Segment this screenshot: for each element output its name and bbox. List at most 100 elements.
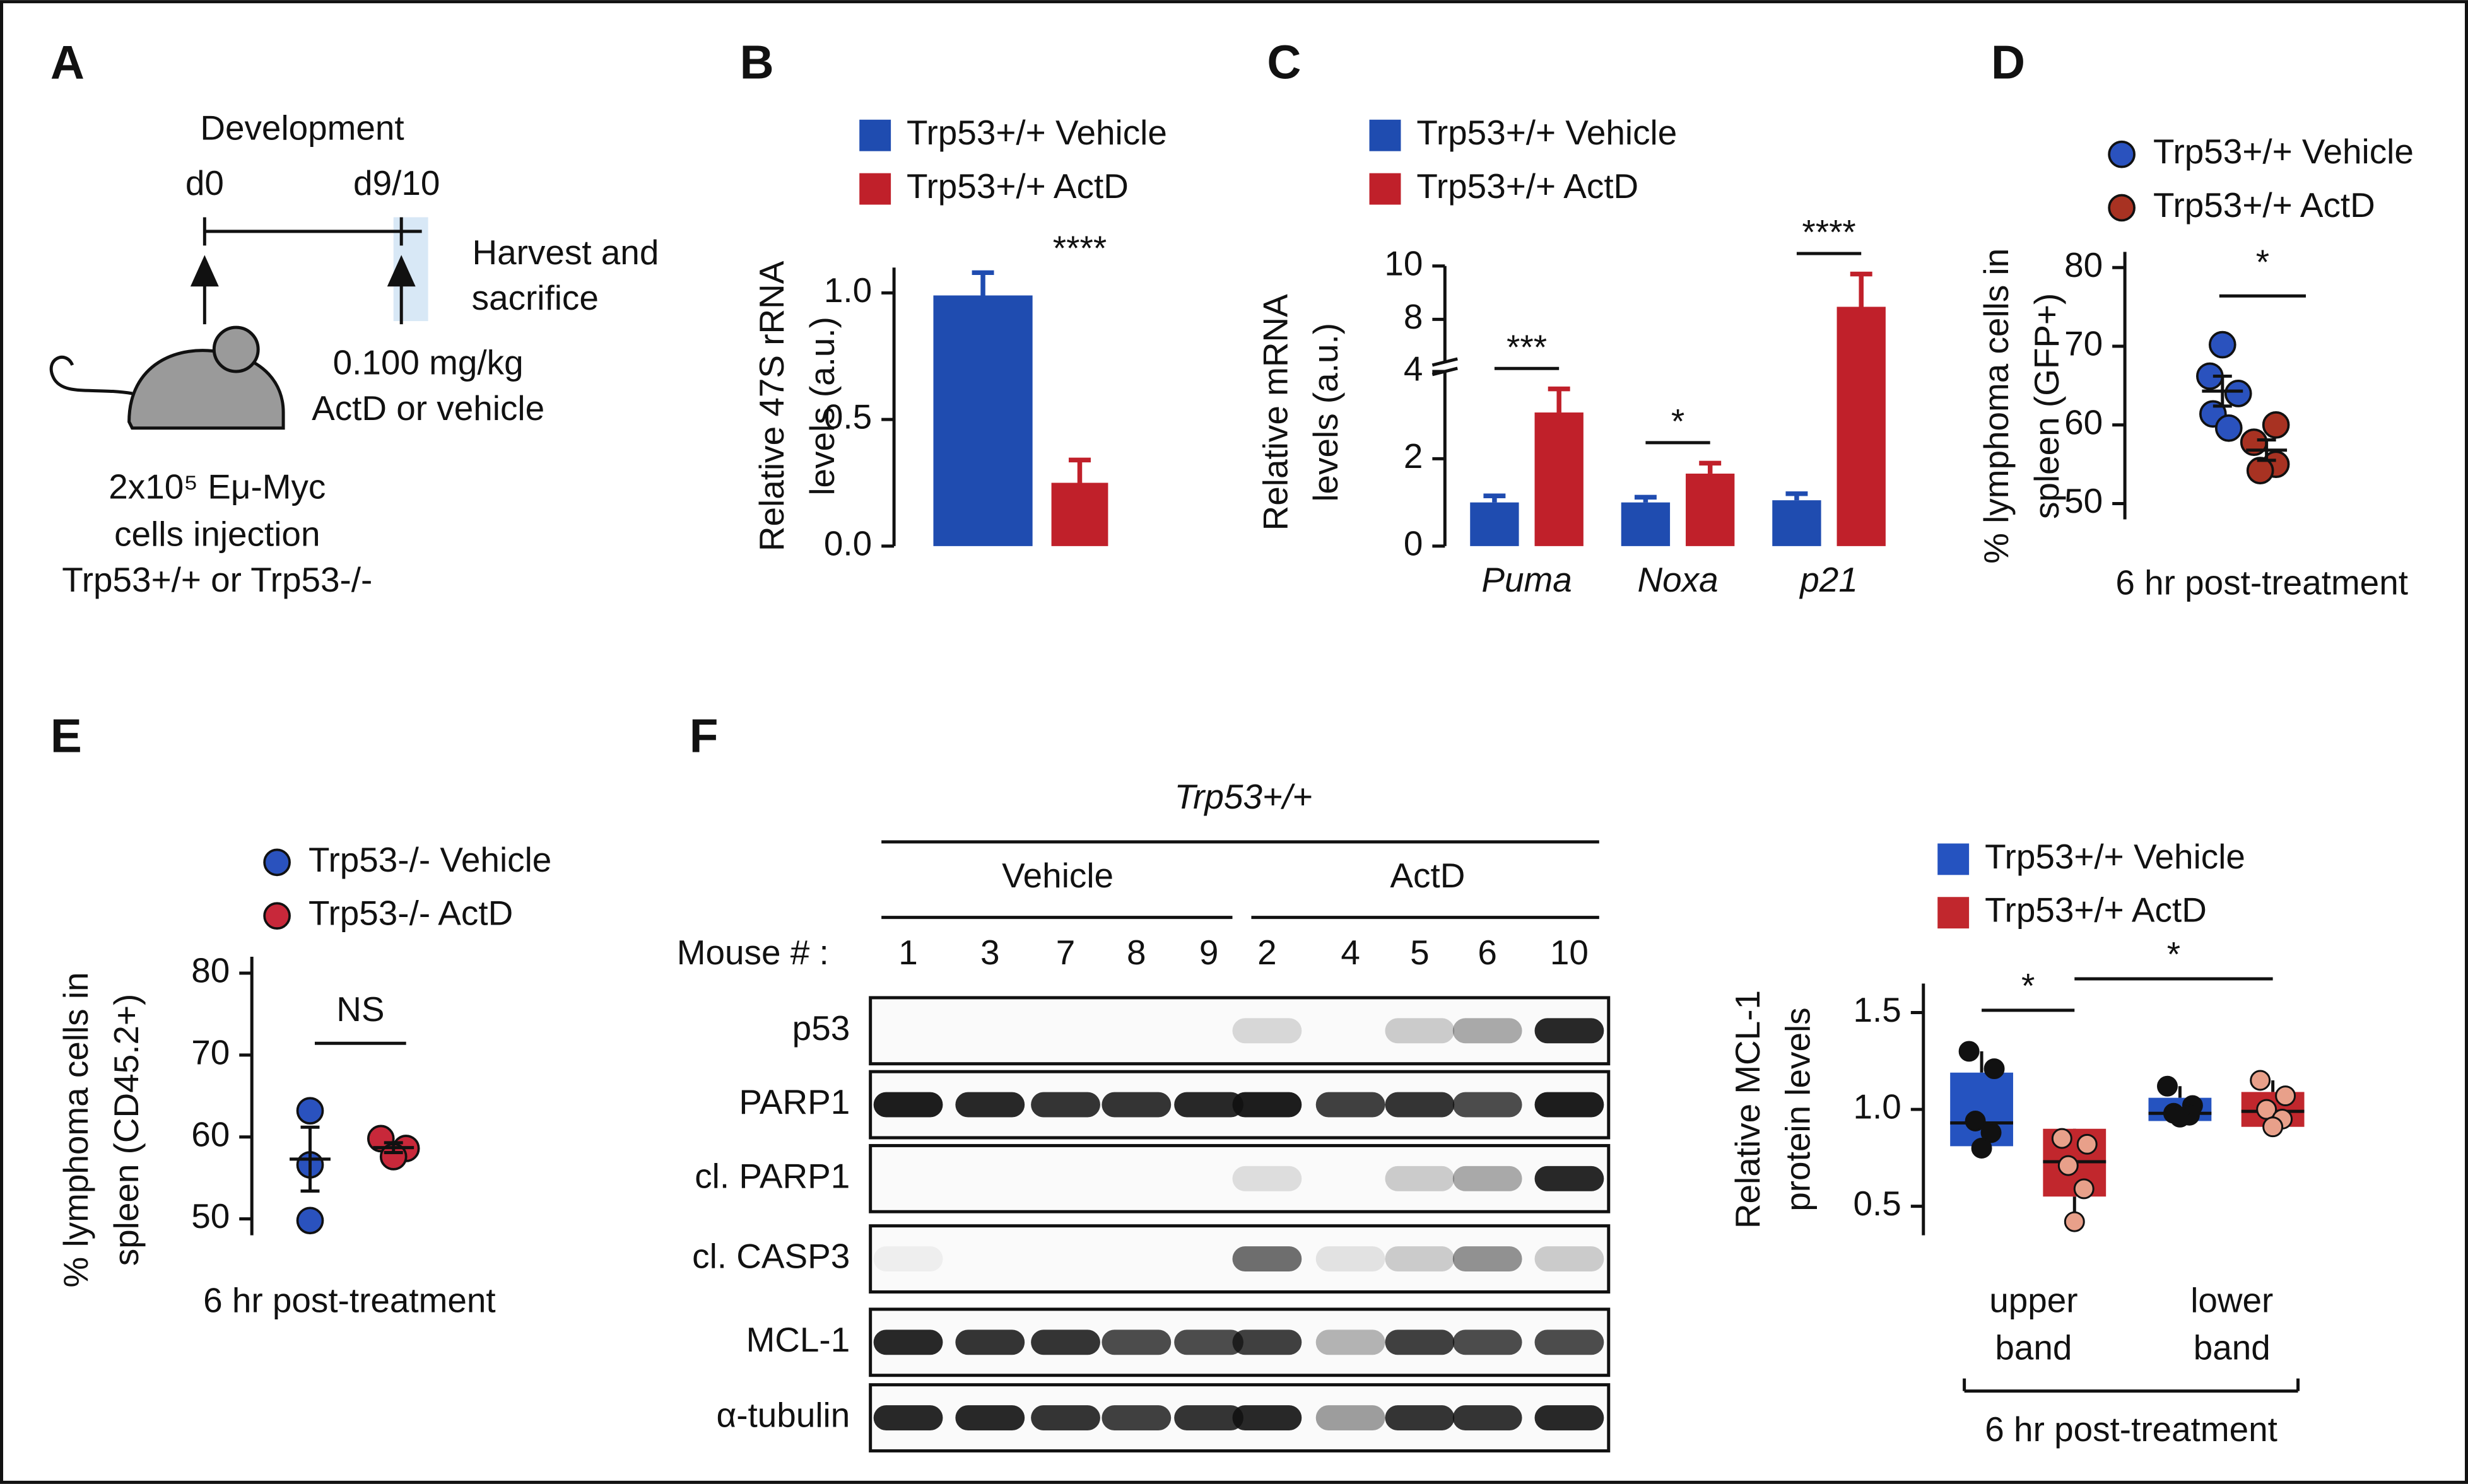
band — [1452, 1018, 1522, 1044]
legend-marker — [2108, 140, 2136, 168]
band — [1031, 1246, 1100, 1271]
y-tick-label: 0.5 — [1854, 1184, 1901, 1223]
band — [1316, 1018, 1385, 1043]
band — [1102, 1405, 1172, 1431]
band — [1315, 1246, 1385, 1272]
significance: **** — [1053, 228, 1107, 267]
legend-marker — [263, 848, 291, 877]
cells-text: cells injection — [114, 514, 320, 553]
blot-genotype: Trp53+/+ — [1175, 777, 1313, 816]
data-point — [1958, 1041, 1980, 1062]
legend-marker — [1937, 843, 1970, 875]
arrowhead — [190, 255, 219, 287]
bar — [1836, 307, 1886, 546]
significance: * — [2167, 935, 2180, 974]
legend-label: Trp53+/+ Vehicle — [1416, 113, 1677, 152]
band — [955, 1092, 1025, 1118]
band — [1315, 1405, 1385, 1431]
y-tick-label: 2 — [1404, 436, 1423, 476]
band — [1452, 1405, 1522, 1431]
significance: NS — [336, 990, 384, 1029]
band — [1232, 1329, 1302, 1355]
band — [873, 1092, 943, 1118]
bar — [1051, 482, 1108, 546]
y-tick-label: 4 — [1404, 349, 1423, 388]
band — [1534, 1092, 1604, 1118]
lane-number: 3 — [980, 933, 1000, 972]
band — [955, 1246, 1025, 1271]
band — [1385, 1329, 1455, 1355]
dose-text: 0.100 mg/kg — [333, 342, 524, 382]
band — [874, 1166, 943, 1191]
data-point — [1965, 1111, 1986, 1131]
y-tick-label: 0.0 — [824, 523, 872, 563]
band — [1385, 1405, 1455, 1431]
y-tick-label: 50 — [191, 1196, 230, 1236]
band — [1315, 1329, 1385, 1355]
y-tick-label: 80 — [2064, 245, 2103, 284]
y-tick-label: 1.0 — [824, 271, 872, 310]
band — [1031, 1166, 1100, 1191]
band — [1452, 1092, 1522, 1118]
y-tick-label: 0.5 — [824, 397, 872, 436]
y-tick-label: 70 — [191, 1032, 230, 1072]
band — [1534, 1166, 1604, 1191]
significance: **** — [1802, 213, 1855, 252]
x-tick-label: lower — [2190, 1280, 2273, 1319]
band — [955, 1018, 1025, 1043]
x-tick-label: Noxa — [1638, 560, 1719, 599]
band — [1534, 1246, 1604, 1272]
data-point — [2224, 380, 2252, 407]
band — [1534, 1329, 1604, 1355]
x-tick-label: Puma — [1481, 560, 1572, 599]
blot-row-label: PARP1 — [739, 1082, 850, 1121]
x-tick-label: p21 — [1799, 560, 1858, 599]
x-axis-label: 6 hr post-treatment — [1985, 1410, 2277, 1449]
blot-row-label: MCL-1 — [746, 1320, 850, 1359]
data-point — [1980, 1122, 2002, 1143]
data-point — [296, 1206, 324, 1235]
y-tick-label: 1.5 — [1854, 990, 1901, 1029]
data-point — [2169, 1106, 2190, 1128]
legend-label: Trp53+/+ ActD — [2153, 185, 2375, 225]
significance: * — [1671, 401, 1684, 440]
significance: *** — [1507, 327, 1547, 366]
legend-marker — [1369, 119, 1401, 151]
data-point — [2250, 1070, 2271, 1091]
lane-number: 7 — [1056, 933, 1076, 972]
data-point — [296, 1097, 324, 1125]
cells-text: Trp53+/+ or Trp53-/- — [62, 560, 372, 599]
cells-text: 2x10⁵ Eμ-Myc — [109, 467, 326, 506]
panel-letter: E — [50, 710, 82, 762]
band — [874, 1018, 943, 1043]
blot-group: ActD — [1390, 856, 1465, 895]
y-tick-label: 80 — [191, 951, 230, 990]
y-axis-label: Relative MCL-1 — [1728, 990, 1767, 1229]
panel-letter: A — [50, 36, 85, 89]
data-point — [2057, 1155, 2079, 1176]
legend-label: Trp53+/+ ActD — [1985, 891, 2207, 930]
legend-label: Trp53+/+ ActD — [907, 167, 1129, 206]
blot-row-label: p53 — [792, 1008, 850, 1048]
band — [873, 1329, 943, 1355]
y-tick-label: 60 — [191, 1114, 230, 1154]
bar — [1621, 502, 1671, 546]
band — [1534, 1018, 1604, 1044]
legend-marker — [859, 119, 891, 151]
lane-number: 6 — [1478, 933, 1497, 972]
blot-frame — [869, 996, 1611, 1066]
y-axis-label: % lymphoma cells in — [56, 972, 95, 1287]
band — [1102, 1246, 1171, 1271]
band — [1102, 1018, 1171, 1043]
legend-marker — [859, 173, 891, 205]
mouse-ear — [212, 325, 260, 373]
data-point — [2246, 457, 2274, 484]
band — [1174, 1092, 1243, 1118]
y-axis-label: levels (a.u.) — [1306, 323, 1345, 502]
blot-row-label: cl. CASP3 — [692, 1237, 850, 1276]
bar — [1686, 473, 1735, 546]
panel-letter: D — [1991, 36, 2025, 89]
legend-marker — [263, 902, 291, 930]
